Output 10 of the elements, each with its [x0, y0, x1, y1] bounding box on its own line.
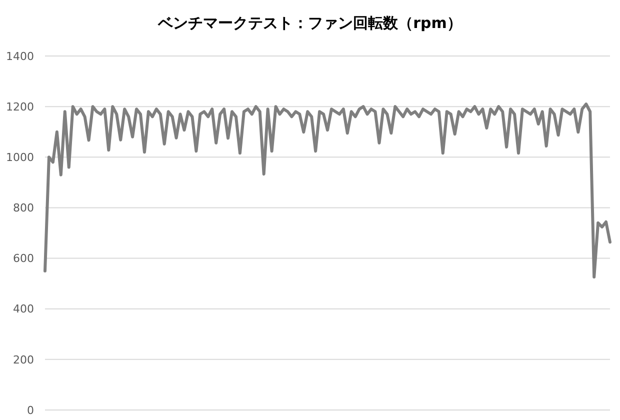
y-tick-label: 200 — [13, 353, 34, 366]
y-tick-label: 0 — [27, 404, 34, 417]
y-tick-label: 400 — [13, 302, 34, 316]
y-tick-label: 600 — [13, 252, 34, 266]
line-series — [44, 102, 612, 278]
y-tick-label: 800 — [13, 202, 34, 215]
y-tick-label: 1400 — [6, 50, 34, 63]
y-tick-label: 1200 — [6, 100, 34, 114]
chart-title: ベンチマークテスト：ファン回転数（rpm） — [157, 14, 462, 32]
y-tick-label: 1000 — [6, 150, 34, 164]
